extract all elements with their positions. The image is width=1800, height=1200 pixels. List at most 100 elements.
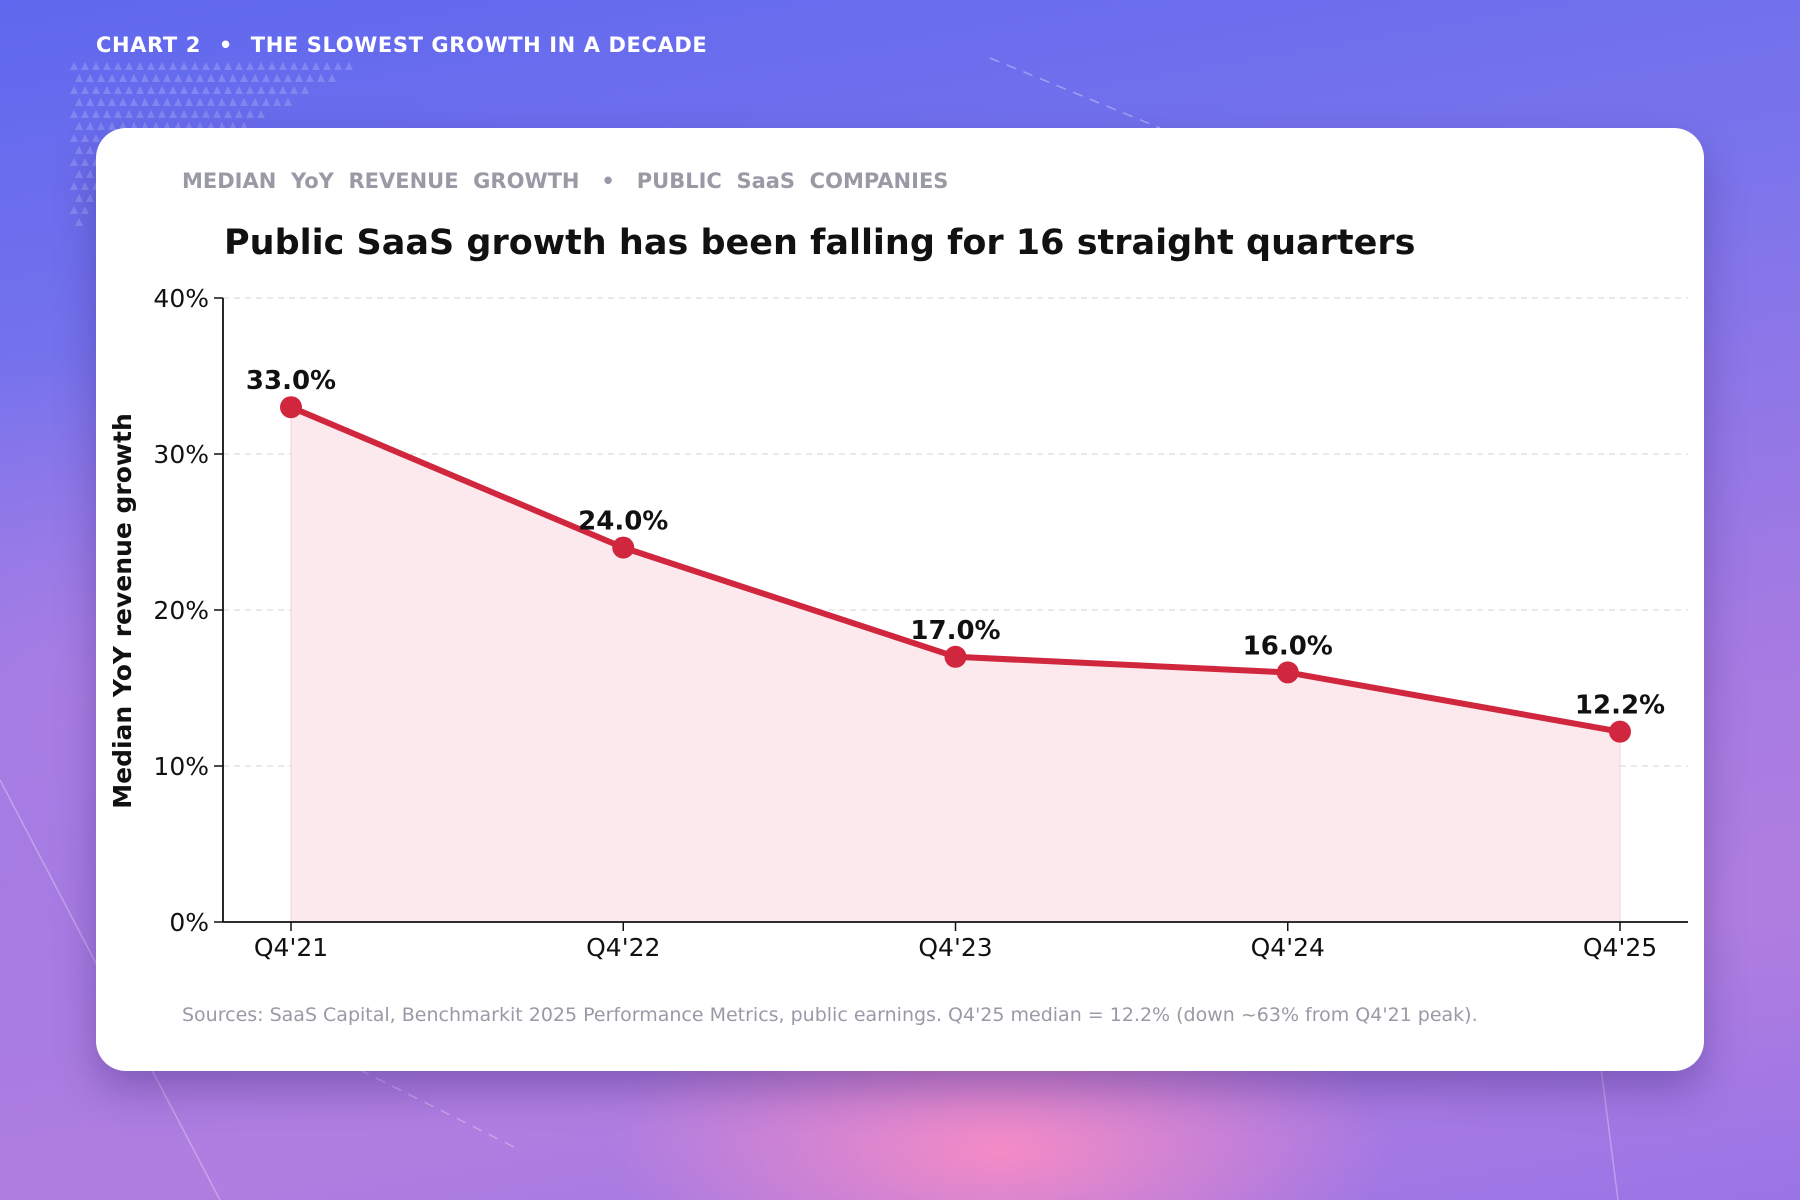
triangle-glyph: [235, 110, 243, 118]
decor-line: [989, 57, 1161, 129]
triangle-glyph: [268, 62, 276, 70]
triangle-glyph: [323, 62, 331, 70]
triangle-glyph: [81, 182, 89, 190]
line-chart: MEDIAN YoY REVENUE GROWTH • PUBLIC SaaS …: [108, 169, 1688, 1026]
triangle-glyph: [180, 62, 188, 70]
data-label: 24.0%: [578, 507, 668, 537]
triangle-glyph: [180, 86, 188, 94]
triangle-glyph: [103, 62, 111, 70]
triangle-glyph: [114, 110, 122, 118]
triangle-glyph: [108, 122, 116, 130]
triangle-glyph: [295, 74, 303, 82]
y-tick-label: 0%: [169, 908, 209, 937]
triangle-glyph: [103, 86, 111, 94]
triangle-glyph: [136, 86, 144, 94]
triangle-glyph: [75, 218, 83, 226]
data-labels: 33.0% 24.0% 17.0% 16.0% 12.2%: [246, 366, 1665, 720]
triangle-glyph: [284, 74, 292, 82]
triangle-glyph: [103, 110, 111, 118]
data-label: 16.0%: [1243, 631, 1333, 661]
triangle-glyph: [97, 98, 105, 106]
triangle-glyph: [158, 86, 166, 94]
triangle-glyph: [345, 62, 353, 70]
triangle-glyph: [213, 86, 221, 94]
data-point: [612, 536, 635, 559]
x-tick-label: Q4'21: [254, 933, 328, 962]
triangle-glyph: [191, 110, 199, 118]
triangle-glyph: [86, 122, 94, 130]
chart-title: Public SaaS growth has been falling for …: [224, 223, 1415, 263]
triangle-glyph: [334, 62, 342, 70]
data-label: 12.2%: [1575, 691, 1665, 721]
triangle-glyph: [70, 206, 78, 214]
triangle-glyph: [75, 170, 83, 178]
triangle-glyph: [268, 86, 276, 94]
header-separator: •: [218, 33, 233, 57]
y-axis-label: Median YoY revenue growth: [108, 413, 137, 809]
y-tick-label: 30%: [153, 440, 209, 469]
triangle-glyph: [114, 86, 122, 94]
triangle-glyph: [273, 74, 281, 82]
triangle-glyph: [257, 62, 265, 70]
triangle-glyph: [125, 110, 133, 118]
chart-number: CHART 2: [96, 33, 201, 57]
triangle-glyph: [147, 86, 155, 94]
triangle-glyph: [191, 86, 199, 94]
y-tick-label: 20%: [153, 596, 209, 625]
triangle-glyph: [81, 134, 89, 142]
triangle-glyph: [70, 134, 78, 142]
triangle-glyph: [163, 98, 171, 106]
x-tick-label: Q4'25: [1583, 933, 1657, 962]
triangle-glyph: [108, 98, 116, 106]
triangle-glyph: [136, 62, 144, 70]
triangle-glyph: [202, 86, 210, 94]
axes: [214, 297, 1688, 931]
triangle-glyph: [262, 98, 270, 106]
triangle-glyph: [185, 74, 193, 82]
triangle-glyph: [158, 110, 166, 118]
triangle-glyph: [136, 110, 144, 118]
triangle-glyph: [306, 74, 314, 82]
triangle-glyph: [207, 98, 215, 106]
triangle-glyph: [235, 62, 243, 70]
triangle-glyph: [301, 62, 309, 70]
triangle-glyph: [169, 62, 177, 70]
triangle-glyph: [312, 62, 320, 70]
triangle-glyph: [75, 146, 83, 154]
triangle-glyph: [141, 74, 149, 82]
triangle-glyph: [81, 62, 89, 70]
triangle-glyph: [185, 98, 193, 106]
triangle-glyph: [218, 74, 226, 82]
triangle-glyph: [70, 62, 78, 70]
triangle-glyph: [251, 74, 259, 82]
triangle-glyph: [75, 98, 83, 106]
chart-eyebrow: MEDIAN YoY REVENUE GROWTH • PUBLIC SaaS …: [182, 169, 948, 193]
data-point: [1276, 661, 1299, 684]
triangle-glyph: [70, 182, 78, 190]
triangle-glyph: [224, 86, 232, 94]
triangle-glyph: [284, 98, 292, 106]
triangle-glyph: [119, 74, 127, 82]
triangle-glyph: [262, 74, 270, 82]
triangle-glyph: [207, 74, 215, 82]
triangle-glyph: [279, 62, 287, 70]
data-points: [280, 396, 1631, 743]
triangle-glyph: [229, 74, 237, 82]
triangle-glyph: [81, 86, 89, 94]
triangle-glyph: [224, 62, 232, 70]
triangle-glyph: [196, 74, 204, 82]
triangle-glyph: [202, 110, 210, 118]
triangle-glyph: [92, 86, 100, 94]
y-tick-label: 10%: [153, 752, 209, 781]
triangle-glyph: [108, 74, 116, 82]
triangle-glyph: [174, 74, 182, 82]
triangle-glyph: [130, 74, 138, 82]
triangle-glyph: [163, 74, 171, 82]
triangle-glyph: [70, 86, 78, 94]
triangle-glyph: [317, 74, 325, 82]
data-label: 33.0%: [246, 366, 336, 396]
triangle-glyph: [147, 110, 155, 118]
triangle-glyph: [246, 62, 254, 70]
triangle-glyph: [86, 170, 94, 178]
triangle-glyph: [246, 86, 254, 94]
